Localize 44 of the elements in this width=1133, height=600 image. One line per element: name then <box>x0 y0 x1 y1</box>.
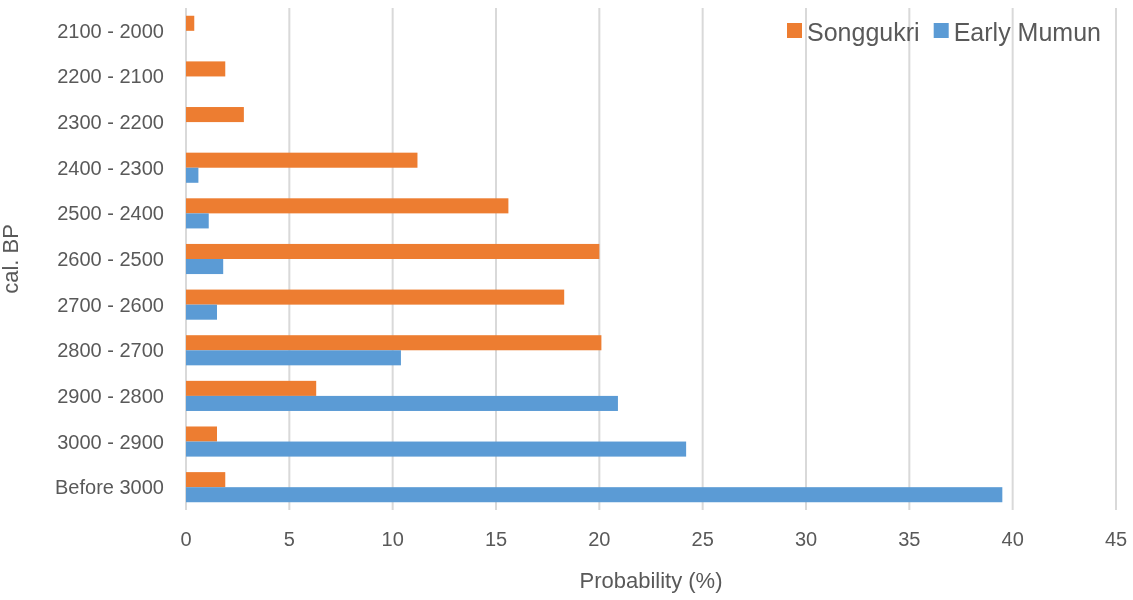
bar <box>186 335 602 351</box>
bar <box>186 243 600 259</box>
x-tick-label: 0 <box>180 528 192 550</box>
x-tick-label: 30 <box>794 528 818 550</box>
y-tick-label: 2800 - 2700 <box>57 339 164 362</box>
legend-label: Songgukri <box>807 17 920 46</box>
x-tick-label: 10 <box>381 528 404 550</box>
y-tick-label: 2500 - 2400 <box>57 202 164 225</box>
bar <box>186 107 244 123</box>
bar <box>186 426 217 442</box>
bar <box>186 395 618 411</box>
bar <box>186 213 209 229</box>
bar <box>186 61 226 77</box>
bar <box>186 15 195 31</box>
bar <box>186 152 418 168</box>
bar <box>186 259 224 275</box>
bar <box>186 289 565 305</box>
y-tick-label: 2900 - 2800 <box>57 384 164 407</box>
x-axis-title: Probability (%) <box>579 568 723 593</box>
y-tick-label: 2300 - 2200 <box>57 111 164 134</box>
y-tick-label: 2200 - 2100 <box>57 65 164 88</box>
x-tick-label: 35 <box>898 528 921 550</box>
legend-label: Early Mumun <box>953 17 1101 46</box>
bar <box>186 380 317 396</box>
x-tick-label: 45 <box>1104 528 1128 550</box>
bar <box>186 167 199 183</box>
y-tick-label: Before 3000 <box>55 476 164 499</box>
bar <box>186 304 217 320</box>
y-tick-label: 2700 - 2600 <box>57 293 164 316</box>
y-tick-label: 2600 - 2500 <box>57 248 164 270</box>
x-tick-label: 20 <box>588 528 611 550</box>
y-tick-label: 3000 - 2900 <box>57 430 164 453</box>
x-tick-label: 25 <box>691 528 714 550</box>
x-tick-label: 5 <box>283 528 295 550</box>
bar <box>186 198 509 214</box>
y-tick-label: 2400 - 2300 <box>57 156 164 179</box>
bar <box>186 441 687 457</box>
bar <box>186 472 226 488</box>
y-axis-title: cal. BP <box>0 224 23 294</box>
x-tick-label: 40 <box>1001 528 1024 550</box>
y-tick-label: 2100 - 2000 <box>57 19 164 42</box>
bar <box>186 487 1003 503</box>
bar <box>186 350 401 366</box>
x-tick-label: 15 <box>484 528 508 550</box>
